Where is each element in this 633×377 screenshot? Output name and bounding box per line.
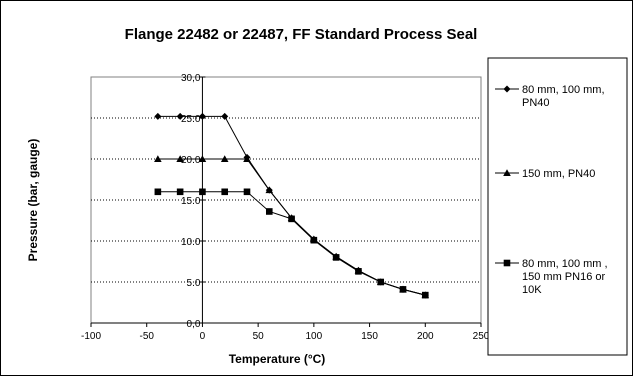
data-point [198,112,206,120]
x-tick-label: -50 [139,331,154,342]
data-point [288,215,295,223]
data-point [199,188,206,196]
data-point [176,155,184,162]
data-point [265,208,273,215]
data-point [198,155,207,162]
legend-label: 150 mm, PN40 [522,168,595,180]
data-point [377,278,385,286]
grid-lines [91,117,481,283]
legend-label: 80 mm, 100 mm, [522,84,605,96]
data-point [221,112,229,120]
legend-box [487,57,628,356]
data-point [154,112,162,120]
y-tick-label: 5.0 [187,278,201,289]
data-point [399,286,407,293]
data-point [421,291,429,299]
legend-label: PN40 [522,97,550,109]
legend-marker [503,259,511,267]
x-tick-label: 200 [417,331,434,342]
x-tick-labels: -100 -50 0 50 100 150 200 250 [81,331,490,342]
x-tick-label: 100 [306,331,323,342]
chart-title: Flange 22482 or 22487, FF Standard Proce… [125,26,478,43]
x-tick-label: 150 [361,331,378,342]
legend-marker [503,85,511,93]
data-point [332,254,340,261]
y-tick-label: 0,0 [187,319,201,330]
x-tick-label: 0 [200,331,206,342]
y-tick-label: 25.0 [181,114,201,125]
data-point [176,188,184,196]
legend-label: 80 mm, 100 mm , [522,258,608,270]
legend-label: 10K [522,284,542,296]
y-tick-label: 30,0 [181,73,201,84]
data-point [265,186,274,194]
y-tick-label: 10.0 [181,237,201,248]
data-point [221,188,229,196]
data-point [243,188,251,196]
y-tick-labels: 0,0 5.0 10.0 15.0 20.0 25.0 30,0 [181,73,201,330]
y-tick-label: 15.0 [181,196,201,207]
x-tick-label: -100 [81,331,101,342]
data-point [243,155,251,162]
data-point [154,155,162,162]
data-point [310,236,318,244]
data-point [176,112,184,120]
x-tick-label: 50 [253,331,265,342]
legend-marker [503,169,511,176]
x-axis-title: Temperature (°C) [229,352,326,366]
y-axis-title: Pressure (bar, gauge) [26,139,40,262]
data-point [154,188,162,196]
x-tick-label: 250 [473,331,490,342]
legend-label: 150 mm PN16 or [522,271,605,283]
data-point [355,268,362,275]
series [154,112,430,299]
data-point [220,155,229,162]
legend: 80 mm, 100 mm,PN40 150 mm, PN40 80 mm, 100… [495,84,608,296]
y-tick-label: 20.0 [181,155,201,166]
